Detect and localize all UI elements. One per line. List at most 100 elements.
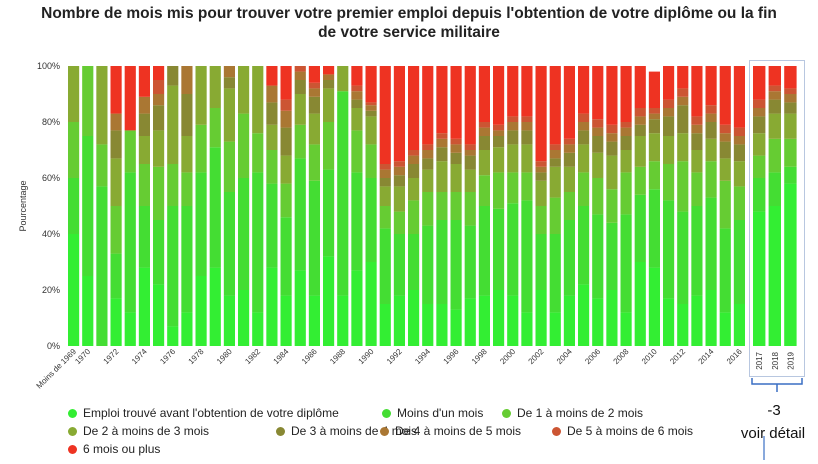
bar-segment [223, 141, 235, 192]
bar-segment [294, 124, 306, 159]
detail-frame [749, 60, 805, 377]
bar-segment [634, 108, 646, 117]
detail-bar-segment [753, 133, 766, 156]
bar-segment [393, 234, 405, 296]
bar-segment [436, 138, 448, 148]
bar-segment [323, 66, 335, 75]
bar-segment [691, 124, 703, 134]
bar-segment [634, 166, 646, 195]
bar-segment [436, 66, 448, 134]
detail-bar-segment [753, 66, 766, 100]
x-tick-label: 2014 [697, 347, 716, 366]
bar-segment [209, 267, 221, 346]
detail-bar-segment [768, 99, 781, 114]
detail-bar-segment [753, 178, 766, 212]
bar-segment [521, 130, 533, 145]
bar-segment [719, 133, 731, 142]
bar-segment [606, 124, 618, 134]
bar-segment [422, 158, 434, 170]
bar-segment [521, 116, 533, 122]
detail-x-tick-label: 2017 [755, 351, 764, 369]
bar-segment [507, 66, 519, 117]
bar-segment [691, 206, 703, 296]
bar-segment [436, 220, 448, 304]
bar-segment [549, 234, 561, 313]
legend-swatch [276, 427, 285, 436]
bar-segment [677, 304, 689, 346]
bar-segment [379, 169, 391, 178]
bar-segment [705, 122, 717, 139]
bar-segment [153, 284, 165, 346]
x-tick-label: 1976 [158, 347, 177, 366]
bar-segment [280, 127, 292, 156]
bar-segment [677, 66, 689, 89]
bar-segment [578, 144, 590, 173]
bar-segment [138, 136, 150, 164]
bar-segment [478, 295, 490, 346]
x-tick-label: 2008 [612, 347, 631, 366]
bar-segment [521, 122, 533, 131]
x-tick-label: 1978 [187, 347, 206, 366]
bar-segment [323, 122, 335, 170]
legend-item: 6 mois ou plus [68, 442, 160, 456]
bar-segment [110, 130, 122, 159]
bar-segment [408, 150, 420, 156]
bar-segment [323, 169, 335, 257]
bar-segment [648, 189, 660, 268]
bar-segment [323, 80, 335, 89]
detail-bar-segment [784, 113, 797, 139]
legend-item: Emploi trouvé avant l'obtention de votre… [68, 406, 339, 420]
bar-segment [223, 88, 235, 142]
bar-segment [733, 136, 745, 145]
bar-segment [450, 66, 462, 139]
bar-segment [648, 161, 660, 190]
bar-segment [733, 127, 745, 136]
bar-segment [110, 298, 122, 346]
detail-bar-segment [768, 206, 781, 346]
bar-segment [379, 178, 391, 187]
bar-segment [308, 144, 320, 181]
bar-segment [464, 155, 476, 170]
bar-segment [705, 113, 717, 122]
bar-segment [96, 144, 108, 187]
bar-segment [308, 88, 320, 97]
bar-segment [450, 138, 462, 145]
legend-label: De 5 à moins de 6 mois [567, 424, 694, 438]
bar-segment [464, 66, 476, 145]
bar-segment [450, 144, 462, 153]
bar-segment [280, 295, 292, 346]
bar-segment [365, 262, 377, 346]
bar-segment [563, 295, 575, 346]
bar-segment [478, 66, 490, 122]
bar-segment [124, 66, 136, 131]
bar-segment [181, 206, 193, 313]
detail-link[interactable]: voir détail [740, 425, 806, 442]
detail-bar-segment [784, 88, 797, 94]
bar-segment [408, 155, 420, 164]
bar-segment [110, 253, 122, 299]
bar-segment [351, 130, 363, 173]
bar-segment [733, 144, 745, 162]
bar-segment [436, 133, 448, 139]
bar-segment [365, 105, 377, 111]
bar-segment [167, 206, 179, 327]
x-tick-label: 1972 [102, 347, 121, 366]
bar-segment [705, 105, 717, 114]
bar-segment [266, 85, 278, 103]
bar-segment [521, 200, 533, 313]
bar-segment [351, 91, 363, 100]
bar-segment [181, 312, 193, 346]
detail-bar-segment [768, 91, 781, 100]
bar-segment [634, 262, 646, 346]
bar-segment [663, 200, 675, 299]
bar-segment [592, 178, 604, 215]
bar-segment [648, 267, 660, 346]
x-tick-label: 1980 [215, 347, 234, 366]
x-tick-label: 1974 [130, 347, 149, 366]
bar-segment [648, 71, 660, 108]
bar-segment [578, 66, 590, 114]
bar-segment [493, 66, 505, 125]
bar-segment [450, 164, 462, 192]
bar-segment [408, 200, 420, 234]
bar-segment [408, 290, 420, 346]
